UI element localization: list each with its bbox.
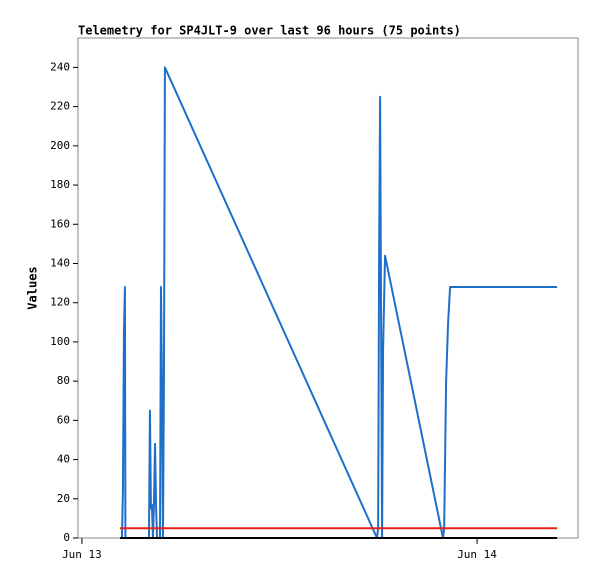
x-tick-label: Jun 13 <box>62 548 102 561</box>
y-tick-label: 40 <box>57 453 70 466</box>
y-tick-label: 20 <box>57 492 70 505</box>
y-axis-label: Values <box>26 266 40 309</box>
y-tick-label: 220 <box>50 100 70 113</box>
y-tick-label: 180 <box>50 178 70 191</box>
y-tick-label: 0 <box>63 531 70 544</box>
y-tick-label: 200 <box>50 139 70 152</box>
series-line <box>120 66 558 539</box>
y-tick-label: 240 <box>50 60 70 73</box>
y-tick-label: 140 <box>50 256 70 269</box>
y-tick-label: 80 <box>57 374 70 387</box>
y-tick-label: 60 <box>57 413 70 426</box>
y-tick-label: 120 <box>50 296 70 309</box>
y-tick-label: 100 <box>50 335 70 348</box>
y-tick-label: 160 <box>50 217 70 230</box>
chart-title: Telemetry for SP4JLT-9 over last 96 hour… <box>78 24 461 38</box>
x-tick-label: Jun 14 <box>457 548 497 561</box>
